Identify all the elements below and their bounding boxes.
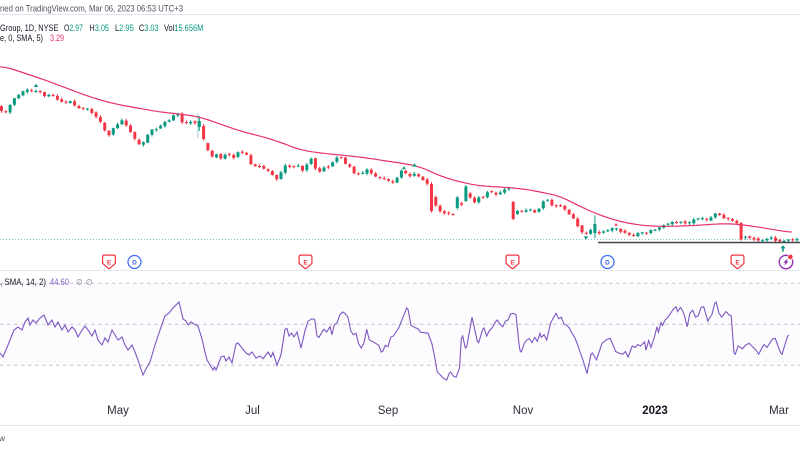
svg-text:C3.03: C3.03 <box>139 23 159 34</box>
svg-text:E: E <box>510 259 515 266</box>
svg-text:May: May <box>107 405 129 417</box>
svg-text:D: D <box>605 259 610 266</box>
svg-text:Jul: Jul <box>245 405 260 417</box>
svg-text:E: E <box>303 259 308 266</box>
svg-text:rw: rw <box>0 433 6 443</box>
svg-text:Vol15.656M: Vol15.656M <box>164 23 203 34</box>
svg-text:E: E <box>107 259 112 266</box>
svg-text:D: D <box>132 259 137 266</box>
svg-text:2023: 2023 <box>642 405 668 417</box>
svg-text:L2.95: L2.95 <box>115 23 134 34</box>
svg-text:Sep: Sep <box>378 405 398 417</box>
svg-text:e, 0, SMA, 5): e, 0, SMA, 5) <box>0 33 43 44</box>
svg-text:3.29: 3.29 <box>50 33 64 44</box>
svg-text:Group, 1D, NYSE: Group, 1D, NYSE <box>0 23 58 34</box>
svg-text:H3.05: H3.05 <box>89 23 109 34</box>
svg-text:E: E <box>735 259 740 266</box>
svg-text:Nov: Nov <box>513 405 534 417</box>
svg-text:O2.97: O2.97 <box>64 23 83 34</box>
svg-text:ned on TradingView.com, Mar 06: ned on TradingView.com, Mar 06, 2023 06:… <box>0 4 183 15</box>
svg-text:44.60: 44.60 <box>50 277 69 287</box>
svg-text:∅: ∅ <box>86 278 93 287</box>
svg-text:∅: ∅ <box>76 278 83 287</box>
svg-text:, SMA, 14, 2): , SMA, 14, 2) <box>0 277 46 287</box>
svg-text:Mar: Mar <box>769 405 789 417</box>
